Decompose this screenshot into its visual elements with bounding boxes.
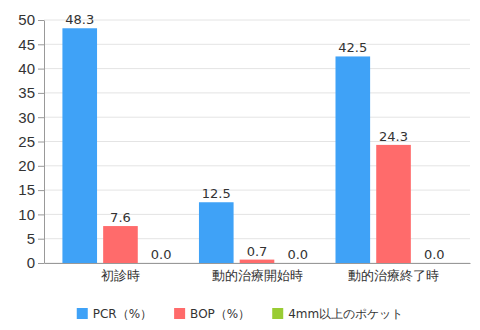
data-labels: 48.3 12.5 42.5 7.6 0.7 24.3 0.0 0.0 0.0 (65, 12, 444, 262)
data-label: 0.0 (151, 247, 172, 262)
data-label: 24.3 (379, 129, 408, 144)
bar (62, 28, 97, 263)
y-tick: 50 (18, 11, 44, 28)
y-tick-mark (38, 190, 44, 191)
data-label: 7.6 (110, 210, 131, 225)
y-tick-mark (38, 44, 44, 45)
y-tick: 30 (18, 109, 44, 126)
x-tick-label: 動的治療終了時 (348, 268, 439, 283)
bar (144, 263, 179, 264)
legend: PCR（%） BOP（%） 4mm以上のポケット (77, 307, 403, 321)
data-label: 0.0 (287, 247, 308, 262)
legend-label: 4mm以上のポケット (288, 307, 403, 321)
y-tick-mark (38, 20, 44, 21)
y-tick: 45 (18, 36, 44, 53)
y-tick: 0 (27, 254, 44, 271)
y-axis-line (44, 21, 45, 264)
y-tick: 20 (18, 157, 44, 174)
plot: 0 5 10 15 20 25 30 35 40 45 50 初診時 動的治療開始時 動的治療終了時 48.… (18, 11, 470, 283)
y-tick-label: 40 (18, 60, 35, 77)
x-tick: 動的治療終了時 (348, 263, 439, 283)
y-tick-label: 25 (18, 133, 35, 150)
y-tick: 5 (27, 230, 44, 247)
bar (417, 263, 452, 264)
legend-label: BOP（%） (190, 307, 250, 321)
legend-swatch (174, 308, 185, 319)
y-tick-mark (38, 239, 44, 240)
bar (376, 145, 411, 263)
bar (103, 226, 138, 263)
y-tick-mark (38, 69, 44, 70)
grid (44, 20, 470, 263)
y-axis: 0 5 10 15 20 25 30 35 40 45 50 (18, 11, 44, 271)
y-tick-label: 35 (18, 84, 35, 101)
chart: 0 5 10 15 20 25 30 35 40 45 50 初診時 動的治療開始時 動的治療終了時 48.… (0, 0, 480, 330)
x-tick: 動的治療開始時 (212, 263, 303, 283)
legend-item: BOP（%） (174, 307, 250, 321)
legend-swatch (77, 308, 88, 319)
y-tick-label: 20 (18, 157, 35, 174)
grid-line (44, 117, 470, 118)
y-tick-mark (38, 263, 44, 264)
y-tick-label: 30 (18, 109, 35, 126)
y-tick: 25 (18, 133, 44, 150)
bar (199, 202, 234, 263)
y-tick-mark (38, 117, 44, 118)
legend-swatch (272, 308, 283, 319)
bar (335, 56, 370, 263)
y-tick-mark (38, 142, 44, 143)
legend-label: PCR（%） (93, 307, 152, 321)
grid-line (44, 92, 470, 93)
bar (240, 260, 275, 263)
y-tick-label: 45 (18, 36, 35, 53)
x-tick: 初診時 (101, 263, 140, 283)
data-label: 48.3 (65, 12, 94, 27)
y-tick-label: 0 (27, 254, 35, 271)
y-tick-label: 15 (18, 181, 35, 198)
grid-line (44, 20, 470, 21)
data-label: 0.0 (424, 247, 445, 262)
y-tick: 10 (18, 206, 44, 223)
x-axis: 初診時 動的治療開始時 動的治療終了時 (45, 263, 471, 283)
grid-line (44, 44, 470, 45)
y-tick: 15 (18, 181, 44, 198)
legend-item: 4mm以上のポケット (272, 307, 403, 321)
y-tick-label: 10 (18, 206, 35, 223)
data-label: 12.5 (202, 186, 231, 201)
bar (280, 263, 315, 264)
x-tick-label: 動的治療開始時 (212, 268, 303, 283)
y-tick-mark (38, 166, 44, 167)
data-label: 0.7 (247, 244, 268, 259)
y-tick-label: 50 (18, 11, 35, 28)
x-axis-line (45, 263, 471, 264)
bars (62, 28, 410, 263)
y-tick-mark (38, 93, 44, 94)
legend-item: PCR（%） (77, 307, 152, 321)
y-tick: 35 (18, 84, 44, 101)
grid-line (44, 68, 470, 69)
x-tick-label: 初診時 (101, 268, 140, 283)
y-tick: 40 (18, 60, 44, 77)
data-label: 42.5 (338, 40, 367, 55)
y-tick-label: 5 (27, 230, 35, 247)
y-tick-mark (38, 214, 44, 215)
